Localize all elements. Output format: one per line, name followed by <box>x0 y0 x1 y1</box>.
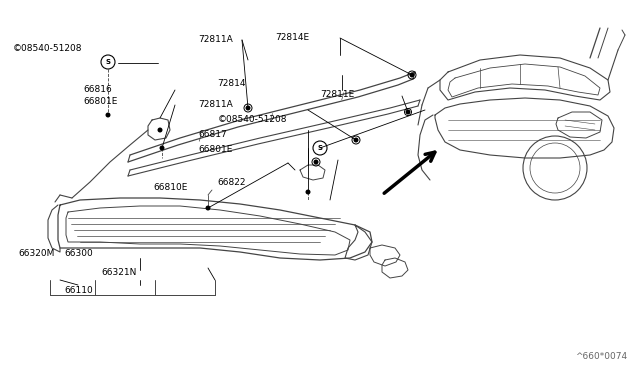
Circle shape <box>205 205 211 211</box>
Text: 72811E: 72811E <box>320 90 355 99</box>
Text: 66801E: 66801E <box>83 97 118 106</box>
Text: 72814E: 72814E <box>275 33 309 42</box>
Text: ©08540-51208: ©08540-51208 <box>218 115 287 124</box>
Text: 72811A: 72811A <box>198 100 233 109</box>
Circle shape <box>157 128 163 132</box>
Circle shape <box>410 73 415 77</box>
Text: 66300: 66300 <box>64 249 93 258</box>
Circle shape <box>406 109 410 115</box>
Circle shape <box>159 145 164 151</box>
Text: 66810E: 66810E <box>154 183 188 192</box>
Text: S: S <box>317 145 323 151</box>
Circle shape <box>106 112 111 118</box>
Text: 66816: 66816 <box>83 85 112 94</box>
Text: 66110: 66110 <box>64 286 93 295</box>
Text: 72814: 72814 <box>218 79 246 88</box>
Text: S: S <box>106 59 111 65</box>
Circle shape <box>314 160 319 164</box>
Circle shape <box>353 138 358 142</box>
Circle shape <box>305 189 310 195</box>
Text: 72811A: 72811A <box>198 35 233 44</box>
Text: 66817: 66817 <box>198 130 227 139</box>
Text: 66822: 66822 <box>218 178 246 187</box>
Text: ©08540-51208: ©08540-51208 <box>13 44 83 53</box>
Text: 66801E: 66801E <box>198 145 233 154</box>
Circle shape <box>246 106 250 110</box>
Text: ^660*0074: ^660*0074 <box>575 352 627 361</box>
Text: 66321N: 66321N <box>101 268 136 277</box>
Text: 66320M: 66320M <box>18 249 54 258</box>
